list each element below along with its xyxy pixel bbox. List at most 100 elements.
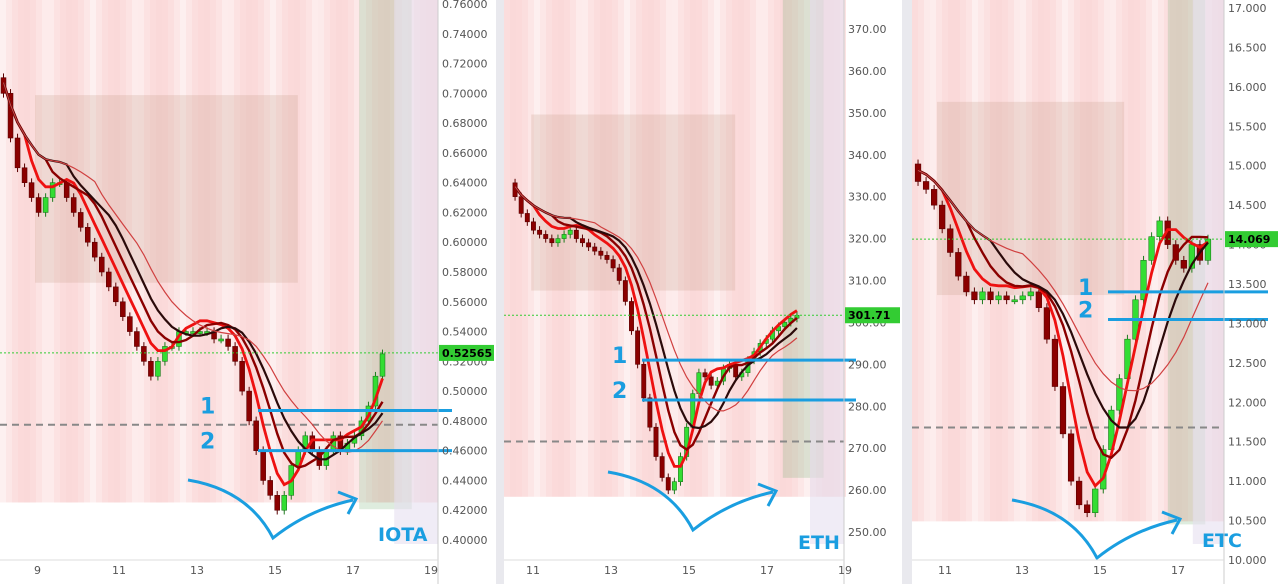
background-band [306,0,312,502]
price-tick-label: 0.54000 [442,326,488,339]
candle [648,398,652,427]
candle [1149,237,1155,261]
candle [923,181,929,189]
support-level-mark: 1 [1078,276,1093,301]
candle [71,198,76,213]
candle [635,331,639,365]
price-tick-label: 250.00 [848,526,887,539]
background-band [6,0,12,502]
candle [1076,481,1082,505]
candle [134,332,139,347]
candle [709,377,713,385]
candle [1181,260,1187,268]
background-band [1134,0,1140,521]
panel-divider [902,0,912,584]
background-band [510,0,516,497]
candle [1084,505,1090,513]
background-band [516,0,522,497]
price-tick-label: 310.00 [848,275,887,288]
background-band [756,0,762,497]
candle [226,339,231,346]
eth-chart-panel[interactable]: 12ETH250.00260.00270.00280.00290.00300.0… [504,0,902,584]
iota-chart[interactable]: 1 2 IOTA 0.40000 0.42000 0.44000 0.46000 0.4800… [0,0,496,584]
background-band [744,0,750,497]
background-band [768,0,774,497]
time-tick-label: 17 [346,564,360,577]
candle [519,197,523,214]
time-tick-label: 17 [1171,564,1185,577]
background-band [738,0,744,497]
eth-chart[interactable]: 12ETH250.00260.00270.00280.00290.00300.0… [504,0,902,584]
price-tick-label: 0.60000 [442,236,488,249]
coin-label: ETH [798,532,840,554]
background-band [12,0,18,502]
background-band [336,0,342,502]
candle [85,227,90,242]
candle [275,495,280,510]
background-band [0,0,6,502]
candle [261,451,266,481]
candle [99,257,104,272]
candle [106,272,111,287]
iota-chart-panel[interactable]: 1 2 IOTA 0.40000 0.42000 0.44000 0.46000 0.4800… [0,0,496,584]
time-tick-label: 9 [34,564,41,577]
price-tick-label: 0.66000 [442,147,488,160]
candle [240,361,245,391]
support-level-mark: 2 [200,430,215,455]
etc-chart[interactable]: 12 ETC 10.000 10.500 11.000 11.500 12.000 12.50… [912,0,1280,584]
price-tick-label: 0.44000 [442,474,488,487]
coin-label: IOTA [378,524,428,546]
support-level-mark: 1 [200,394,215,419]
candle [1004,296,1010,300]
candle [525,213,529,221]
price-tick-label: 0.58000 [442,266,488,279]
time-tick-label: 19 [424,564,438,577]
price-tick-label: 0.50000 [442,385,488,398]
price-tick-label: 10.500 [1228,515,1267,528]
candle [1036,292,1042,308]
price-tick-label: 0.56000 [442,296,488,309]
time-tick-label: 15 [268,564,282,577]
candle [43,198,48,213]
candle [580,239,584,243]
time-tick-label: 13 [1015,564,1029,577]
candle [611,260,615,268]
price-tick-label: 0.70000 [442,87,488,100]
candle [660,457,664,478]
candle [120,302,125,317]
candle [642,364,646,398]
candle [92,242,97,257]
background-band [522,0,528,497]
price-tick-label: 320.00 [848,233,887,246]
price-tick-label: 330.00 [848,191,887,204]
background-band [930,0,936,521]
price-tick-label: 0.48000 [442,415,488,428]
etc-chart-panel[interactable]: 1 2 ETC 10.000 10.500 11.000 11.500 12.000 12.50… [912,0,1280,584]
time-tick-label: 11 [938,564,952,577]
candle [672,482,676,490]
price-tick-label: 0.68000 [442,117,488,130]
price-tick-label: 12.500 [1228,357,1267,370]
background-band [330,0,336,502]
candle [617,268,621,281]
background-band [300,0,306,502]
price-tick-label: 280.00 [848,400,887,413]
candle [141,346,146,361]
candle [1068,434,1074,481]
price-tick-label: 0.74000 [442,28,488,41]
price-tick-label: 16.000 [1228,81,1267,94]
candle [1052,339,1058,386]
candle [599,251,603,255]
price-tick-label: 13.000 [1228,317,1267,330]
background-band [318,0,324,502]
background-band [504,0,510,497]
ichimoku-cloud [531,115,735,291]
background-band [774,0,780,497]
price-tick-label: 0.64000 [442,177,488,190]
background-band [342,0,348,502]
candle [931,189,937,205]
candle [29,183,34,198]
price-tick-label: 0.40000 [442,534,488,547]
price-tick-label: 0.72000 [442,58,488,71]
price-tick-label: 10.000 [1228,554,1267,567]
